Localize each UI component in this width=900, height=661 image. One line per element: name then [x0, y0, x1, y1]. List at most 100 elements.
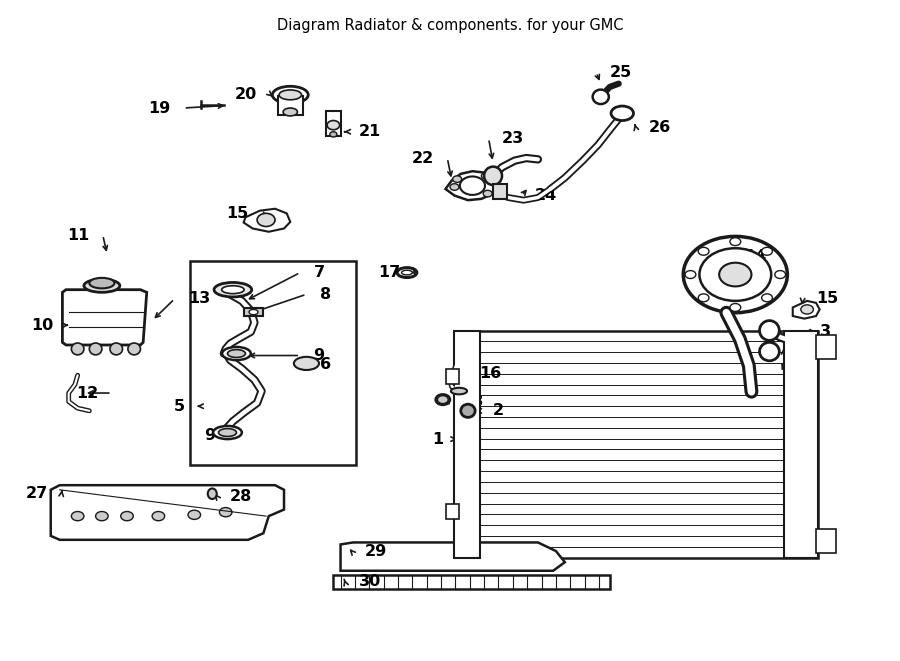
Circle shape — [152, 512, 165, 521]
Circle shape — [482, 173, 490, 179]
Text: 9: 9 — [203, 428, 215, 444]
Ellipse shape — [89, 343, 102, 355]
Bar — [244, 308, 264, 316]
Polygon shape — [333, 575, 609, 588]
Bar — [454, 330, 480, 558]
Circle shape — [437, 396, 448, 404]
Circle shape — [95, 512, 108, 521]
Circle shape — [121, 512, 133, 521]
Text: 22: 22 — [411, 151, 434, 165]
Polygon shape — [62, 290, 147, 345]
Text: 1: 1 — [432, 432, 443, 447]
Circle shape — [730, 238, 741, 246]
Ellipse shape — [484, 167, 502, 185]
Text: Diagram Radiator & components. for your GMC: Diagram Radiator & components. for your … — [277, 18, 623, 33]
Text: 27: 27 — [26, 486, 48, 501]
Ellipse shape — [436, 395, 450, 405]
Ellipse shape — [273, 87, 308, 103]
Ellipse shape — [128, 343, 140, 355]
Bar — [446, 504, 459, 520]
Circle shape — [685, 270, 696, 278]
Text: 15: 15 — [226, 206, 248, 221]
Text: 5: 5 — [175, 399, 185, 414]
Ellipse shape — [593, 90, 608, 104]
Text: 7: 7 — [313, 265, 325, 280]
Text: 25: 25 — [609, 65, 632, 80]
Ellipse shape — [213, 426, 242, 439]
Bar — [446, 369, 459, 385]
Text: 4: 4 — [797, 345, 808, 360]
Circle shape — [801, 305, 814, 314]
Polygon shape — [793, 301, 820, 319]
Bar — [493, 184, 508, 199]
Ellipse shape — [611, 106, 634, 120]
Text: 20: 20 — [235, 87, 257, 102]
Text: 6: 6 — [320, 357, 331, 372]
Circle shape — [453, 176, 462, 182]
Circle shape — [683, 237, 788, 313]
Ellipse shape — [397, 268, 417, 278]
Ellipse shape — [760, 342, 779, 361]
Bar — [190, 261, 356, 465]
Text: 14: 14 — [744, 249, 767, 264]
Circle shape — [761, 247, 772, 255]
Text: 11: 11 — [68, 227, 89, 243]
Circle shape — [719, 262, 752, 286]
Ellipse shape — [760, 321, 779, 340]
Text: 29: 29 — [364, 543, 387, 559]
Circle shape — [188, 510, 201, 520]
Text: 26: 26 — [649, 120, 671, 136]
Text: 9: 9 — [313, 348, 325, 363]
Circle shape — [460, 176, 485, 195]
Text: 13: 13 — [188, 292, 211, 307]
Bar — [454, 330, 818, 558]
Ellipse shape — [249, 309, 258, 315]
Polygon shape — [340, 543, 565, 570]
Text: 30: 30 — [358, 574, 381, 590]
Bar — [326, 111, 340, 136]
Ellipse shape — [208, 488, 217, 499]
Ellipse shape — [214, 282, 252, 297]
Circle shape — [257, 214, 275, 227]
Ellipse shape — [329, 132, 337, 137]
Text: 16: 16 — [479, 366, 501, 381]
Circle shape — [220, 508, 232, 517]
Text: 24: 24 — [536, 188, 557, 203]
Circle shape — [775, 270, 786, 278]
Text: 21: 21 — [358, 124, 381, 139]
Bar — [816, 335, 836, 359]
Text: 23: 23 — [502, 131, 525, 146]
Text: 3: 3 — [820, 325, 831, 339]
Ellipse shape — [84, 279, 120, 292]
Text: 10: 10 — [32, 318, 53, 332]
Text: 12: 12 — [76, 385, 98, 401]
Ellipse shape — [294, 357, 319, 370]
Text: 17: 17 — [378, 265, 400, 280]
Ellipse shape — [219, 428, 237, 436]
Text: 19: 19 — [148, 100, 170, 116]
Bar — [278, 96, 303, 114]
Ellipse shape — [221, 286, 244, 293]
Text: 28: 28 — [230, 489, 252, 504]
Ellipse shape — [327, 120, 339, 130]
Bar — [784, 330, 818, 558]
Circle shape — [450, 184, 459, 190]
Text: 2: 2 — [493, 403, 504, 418]
Ellipse shape — [228, 350, 246, 358]
Circle shape — [761, 294, 772, 302]
Text: 18: 18 — [461, 394, 483, 409]
Text: 15: 15 — [816, 292, 838, 307]
Ellipse shape — [71, 343, 84, 355]
Ellipse shape — [89, 278, 114, 288]
Text: 4: 4 — [797, 360, 808, 375]
Circle shape — [730, 303, 741, 311]
Text: 8: 8 — [320, 287, 331, 302]
Circle shape — [699, 249, 771, 301]
Ellipse shape — [284, 108, 298, 116]
Bar — [816, 529, 836, 553]
Circle shape — [483, 190, 492, 197]
Circle shape — [698, 294, 709, 302]
Polygon shape — [50, 485, 284, 540]
Polygon shape — [244, 209, 291, 232]
Circle shape — [698, 247, 709, 255]
